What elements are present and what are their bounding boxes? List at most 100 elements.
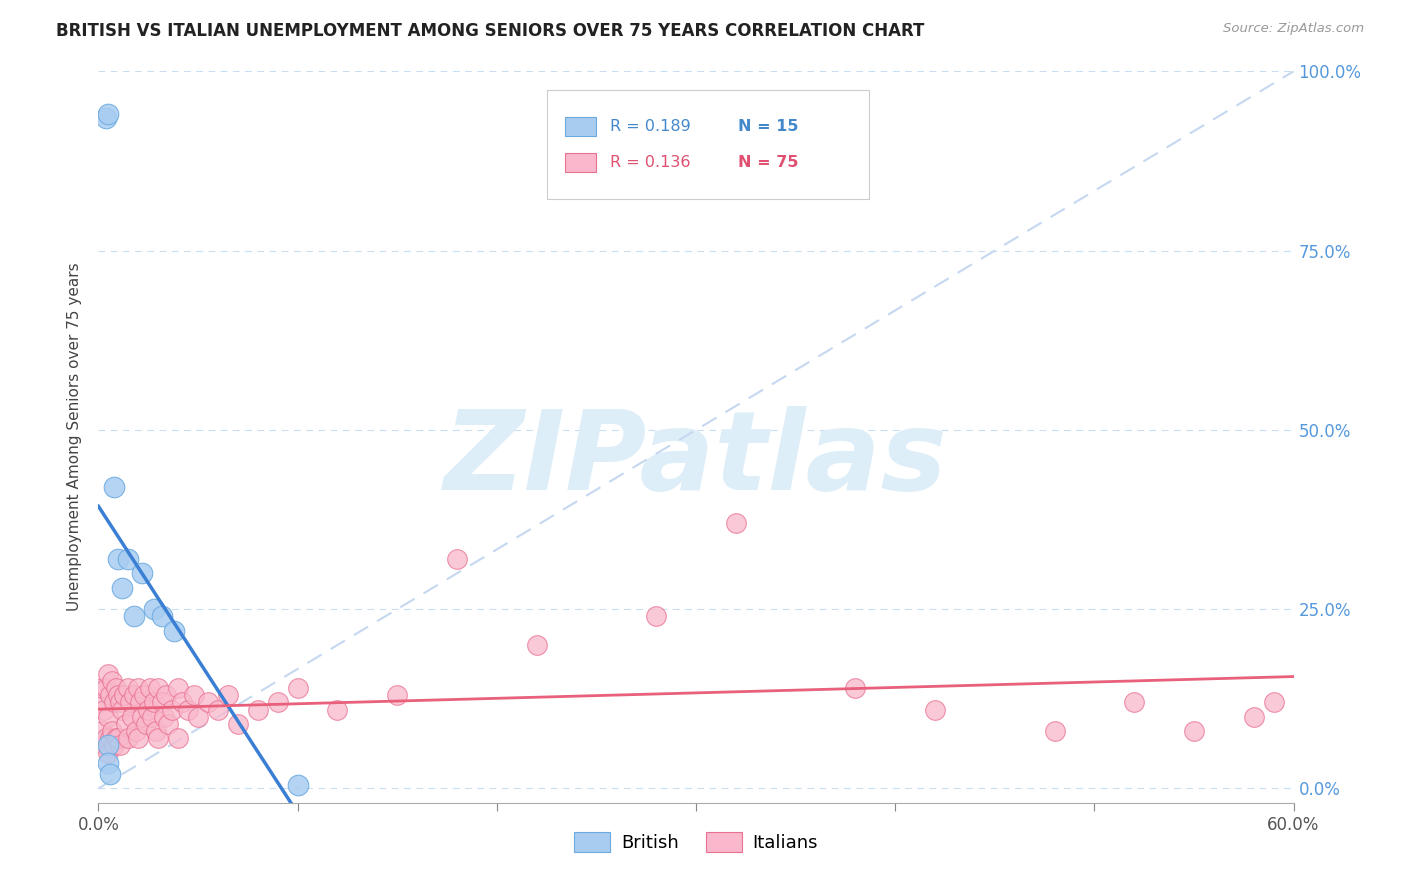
Point: [120, 695, 142, 709]
FancyBboxPatch shape: [565, 153, 596, 172]
Point: [287, 778, 309, 792]
Y-axis label: Unemployment Among Seniors over 75 years: Unemployment Among Seniors over 75 years: [67, 263, 83, 611]
Point: [207, 702, 229, 716]
Point: [150, 695, 173, 709]
Point: [148, 681, 170, 695]
Point: [143, 602, 166, 616]
Point: [97, 739, 120, 753]
Point: [157, 717, 180, 731]
Point: [107, 731, 129, 746]
Point: [135, 717, 157, 731]
Point: [101, 673, 124, 688]
Point: [107, 552, 129, 566]
Point: [98, 731, 122, 746]
Text: Source: ZipAtlas.com: Source: ZipAtlas.com: [1223, 22, 1364, 36]
Point: [1243, 710, 1265, 724]
Point: [125, 724, 148, 739]
Point: [117, 731, 139, 746]
Point: [124, 688, 146, 702]
Point: [97, 756, 120, 771]
Point: [187, 710, 209, 724]
Point: [1123, 695, 1146, 709]
Point: [98, 767, 122, 781]
Point: [143, 695, 166, 709]
Point: [121, 710, 143, 724]
Point: [107, 688, 129, 702]
Point: [105, 731, 128, 746]
Point: [103, 695, 125, 709]
Point: [129, 695, 152, 709]
Point: [139, 681, 162, 695]
Point: [91, 724, 114, 739]
Point: [267, 695, 290, 709]
Point: [111, 702, 134, 716]
Point: [145, 724, 167, 739]
Text: R = 0.189: R = 0.189: [610, 119, 690, 134]
Point: [131, 710, 153, 724]
Point: [385, 688, 409, 702]
Point: [217, 688, 239, 702]
Point: [197, 695, 219, 709]
Legend: British, Italians: British, Italians: [567, 824, 825, 860]
Point: [89, 695, 111, 709]
Point: [117, 681, 139, 695]
Point: [112, 688, 135, 702]
Point: [96, 111, 118, 125]
Point: [97, 746, 120, 760]
Point: [148, 731, 170, 746]
Point: [105, 681, 128, 695]
Point: [97, 710, 120, 724]
Point: [127, 681, 149, 695]
Point: [96, 681, 118, 695]
Point: [645, 609, 668, 624]
Point: [115, 717, 138, 731]
Point: [110, 695, 132, 709]
Point: [97, 107, 120, 121]
Text: R = 0.136: R = 0.136: [610, 155, 690, 170]
Point: [127, 731, 149, 746]
Point: [131, 566, 153, 581]
Point: [155, 688, 177, 702]
Point: [177, 702, 200, 716]
Point: [93, 702, 115, 716]
Point: [924, 702, 946, 716]
Point: [97, 666, 120, 681]
Point: [91, 681, 114, 695]
Point: [160, 702, 183, 716]
Point: [141, 710, 163, 724]
Point: [134, 688, 156, 702]
Text: N = 75: N = 75: [738, 155, 799, 170]
Point: [103, 739, 125, 753]
Point: [96, 731, 118, 746]
Point: [183, 688, 205, 702]
Point: [117, 552, 139, 566]
Point: [93, 739, 115, 753]
Point: [153, 710, 176, 724]
Point: [136, 702, 159, 716]
Point: [150, 609, 173, 624]
Point: [124, 609, 146, 624]
Point: [287, 681, 309, 695]
Point: [1043, 724, 1066, 739]
Point: [172, 695, 194, 709]
Point: [724, 516, 747, 530]
FancyBboxPatch shape: [547, 90, 869, 200]
Point: [446, 552, 468, 566]
Point: [167, 681, 190, 695]
Text: BRITISH VS ITALIAN UNEMPLOYMENT AMONG SENIORS OVER 75 YEARS CORRELATION CHART: BRITISH VS ITALIAN UNEMPLOYMENT AMONG SE…: [56, 22, 925, 40]
Point: [101, 724, 124, 739]
FancyBboxPatch shape: [565, 117, 596, 136]
Point: [163, 624, 186, 638]
Point: [844, 681, 866, 695]
Point: [111, 581, 134, 595]
Point: [226, 717, 249, 731]
Text: ZIPatlas: ZIPatlas: [444, 406, 948, 513]
Text: N = 15: N = 15: [738, 119, 799, 134]
Point: [246, 702, 269, 716]
Point: [167, 731, 190, 746]
Point: [526, 638, 548, 652]
Point: [98, 688, 122, 702]
Point: [1263, 695, 1285, 709]
Point: [110, 739, 132, 753]
Point: [103, 480, 125, 494]
